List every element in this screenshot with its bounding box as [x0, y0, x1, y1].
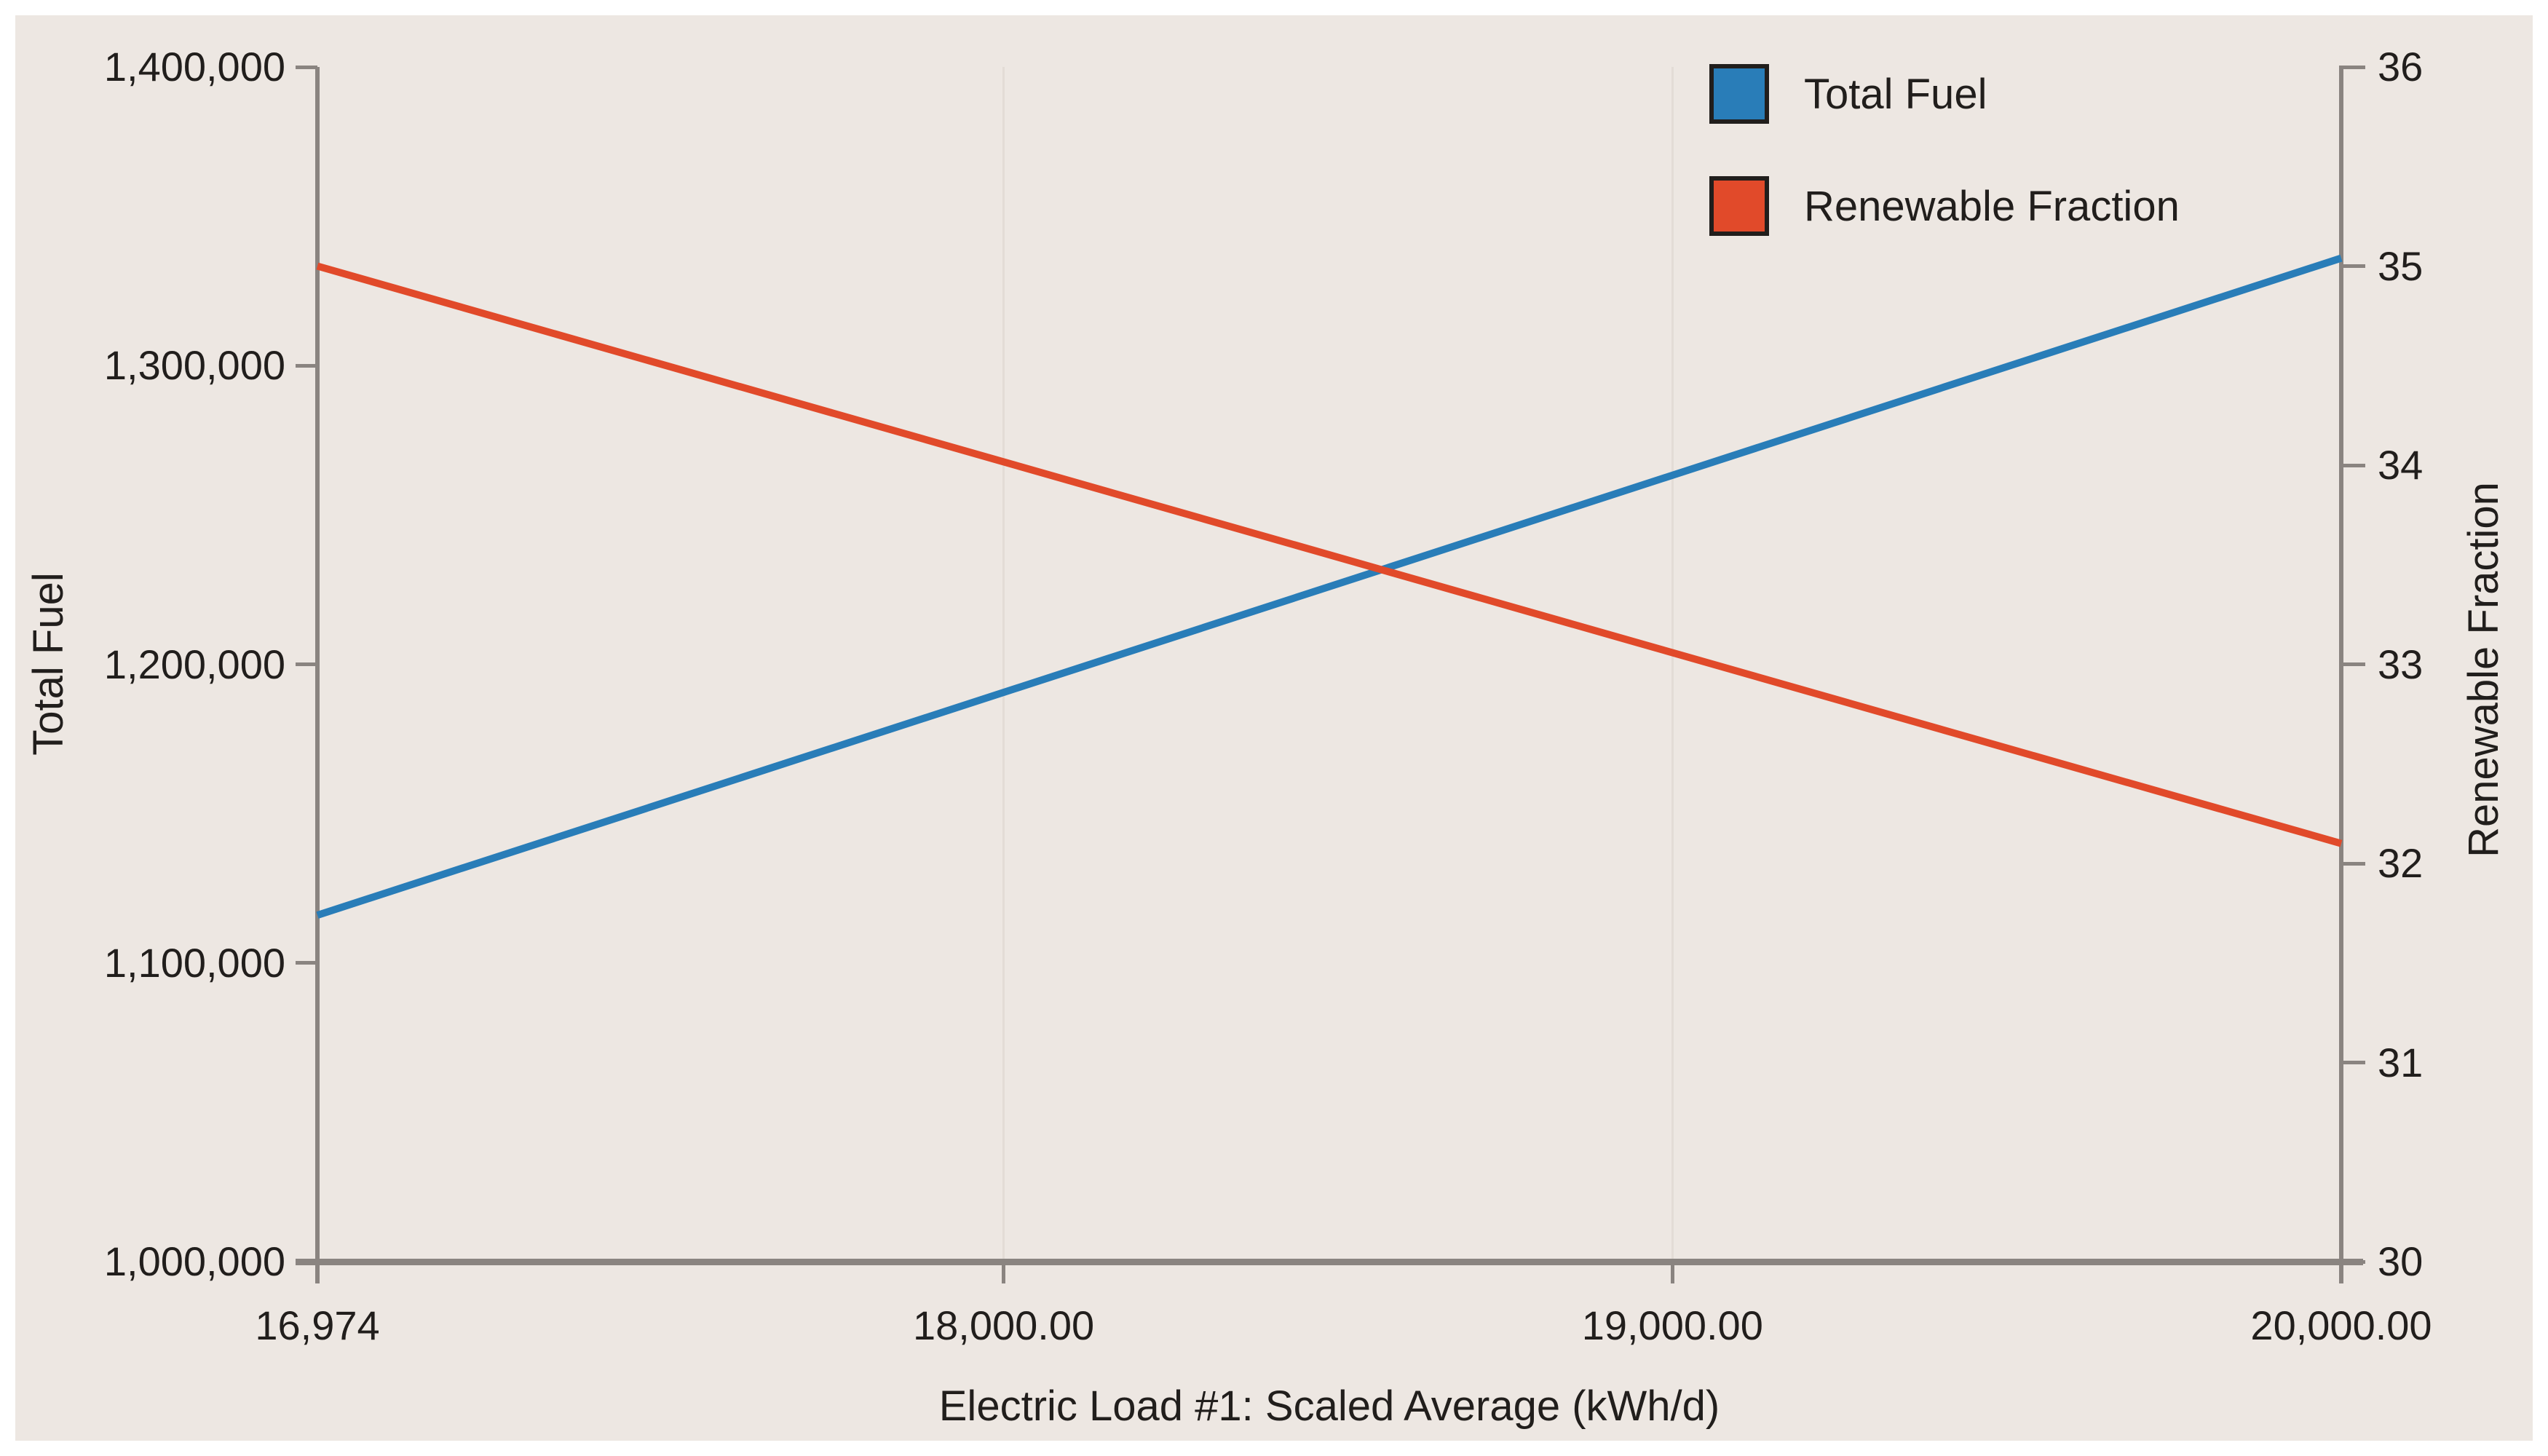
- x-tick: [1670, 1262, 1674, 1283]
- vertical-gridline: [1671, 67, 1674, 1262]
- legend-item: Renewable Fraction: [1709, 176, 2180, 236]
- x-axis-title: Electric Load #1: Scaled Average (kWh/d): [938, 1382, 1720, 1430]
- y-axis-left-line: [315, 67, 320, 1283]
- y-left-tick: [296, 662, 317, 666]
- y-right-tick-label: 30: [2378, 1238, 2424, 1284]
- x-tick: [315, 1262, 320, 1283]
- y-right-tick: [2343, 1061, 2365, 1064]
- x-tick-label: 18,000.00: [913, 1302, 1095, 1348]
- y-right-tick-label: 36: [2378, 44, 2424, 90]
- y-right-tick-label: 33: [2378, 641, 2424, 687]
- chart-panel: [15, 15, 2533, 1441]
- y-right-tick: [2343, 861, 2365, 866]
- y-right-tick-label: 32: [2378, 840, 2424, 886]
- y-axis-right-line: [2339, 66, 2343, 1283]
- x-axis-line: [296, 1259, 2363, 1265]
- y-right-tick: [2343, 662, 2365, 666]
- x-tick-label: 19,000.00: [1581, 1302, 1763, 1348]
- legend-label: Total Fuel: [1804, 70, 1987, 118]
- y-right-tick: [2343, 264, 2365, 268]
- y-right-tick-label: 35: [2378, 242, 2424, 289]
- y-right-tick: [2343, 1259, 2365, 1264]
- y-left-tick: [296, 961, 317, 965]
- renewable-fraction-line: [316, 262, 2343, 847]
- y-axis-left-title: Total Fuel: [25, 572, 72, 756]
- y-left-tick-label: 1,400,000: [103, 44, 285, 90]
- y-right-tick: [2343, 65, 2365, 69]
- y-right-tick-label: 34: [2378, 442, 2424, 488]
- y-left-tick: [296, 65, 317, 69]
- y-left-tick-label: 1,200,000: [103, 641, 285, 687]
- y-right-tick-label: 31: [2378, 1039, 2424, 1085]
- x-tick-label: 20,000.00: [2250, 1302, 2432, 1348]
- y-axis-right-title: Renewable Fraction: [2460, 482, 2507, 858]
- legend-swatch: [1709, 176, 1769, 236]
- legend: Total Fuel Renewable Fraction: [1709, 64, 2180, 236]
- y-left-tick: [296, 363, 317, 368]
- y-left-tick-label: 1,100,000: [103, 939, 285, 986]
- y-left-tick-label: 1,000,000: [103, 1238, 285, 1284]
- vertical-gridline: [1002, 67, 1005, 1262]
- x-tick: [2339, 1262, 2343, 1283]
- y-left-tick: [296, 1259, 317, 1264]
- legend-item: Total Fuel: [1709, 64, 2180, 124]
- y-left-tick-label: 1,300,000: [103, 342, 285, 389]
- legend-swatch: [1709, 64, 1769, 124]
- y-right-tick: [2343, 463, 2365, 467]
- x-tick: [1002, 1262, 1006, 1283]
- total-fuel-line: [316, 254, 2343, 919]
- x-tick-label: 16,974: [255, 1302, 380, 1348]
- legend-label: Renewable Fraction: [1804, 182, 2180, 230]
